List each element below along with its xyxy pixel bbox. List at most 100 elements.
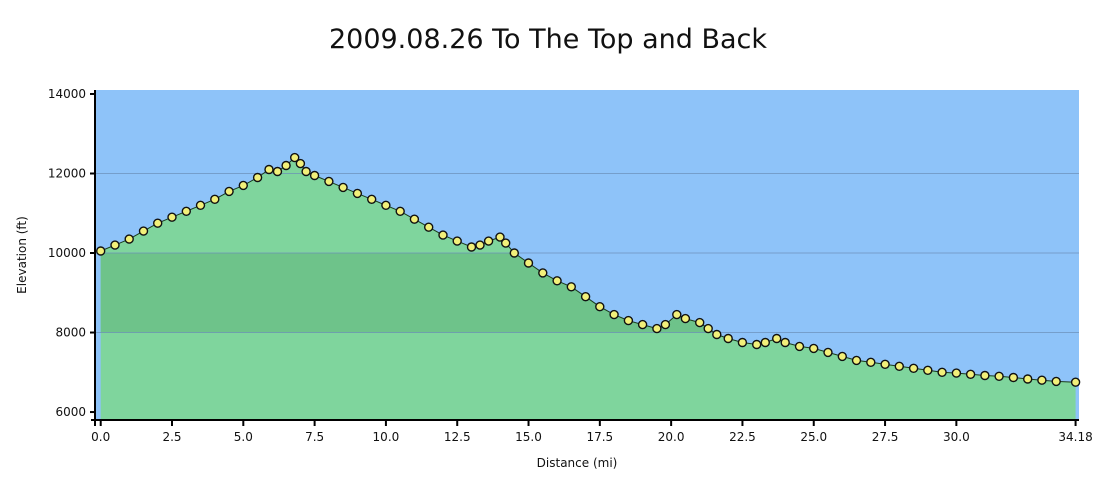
data-point xyxy=(381,200,391,211)
data-point xyxy=(695,317,705,328)
y-axis-label: Elevation (ft) xyxy=(15,216,29,294)
x-tick-label: 34.18 xyxy=(1058,430,1092,444)
data-point xyxy=(409,214,420,224)
data-point xyxy=(980,370,990,381)
data-point xyxy=(866,357,876,367)
data-point xyxy=(367,194,377,205)
data-point xyxy=(723,333,733,344)
data-point xyxy=(580,292,591,302)
x-tick-label: 30.0 xyxy=(943,430,970,444)
data-point xyxy=(281,160,291,171)
x-tick-label: 15.0 xyxy=(515,430,542,444)
x-axis-label: Distance (mi) xyxy=(537,456,618,470)
data-point xyxy=(851,355,862,366)
data-point xyxy=(152,218,163,228)
data-point xyxy=(252,172,263,183)
data-point xyxy=(780,337,790,348)
y-tick-label: 6000 xyxy=(55,405,86,419)
x-tick-label: 0.0 xyxy=(91,430,110,444)
data-point xyxy=(523,258,534,268)
data-point xyxy=(652,323,662,334)
data-point xyxy=(395,206,405,217)
data-point xyxy=(238,180,249,191)
data-point xyxy=(772,333,782,344)
x-tick-label: 27.5 xyxy=(872,430,899,444)
data-point xyxy=(1022,374,1033,384)
data-point xyxy=(483,236,494,246)
data-point xyxy=(1070,377,1081,387)
data-point xyxy=(1051,376,1061,387)
x-tick-label: 5.0 xyxy=(234,430,253,444)
data-point xyxy=(138,226,149,236)
data-point xyxy=(272,166,283,177)
data-point xyxy=(637,319,648,330)
data-point xyxy=(965,369,976,379)
data-point xyxy=(466,242,477,252)
data-point xyxy=(623,315,634,326)
data-point xyxy=(660,319,671,330)
data-point xyxy=(424,222,434,232)
data-point xyxy=(880,359,890,369)
data-point xyxy=(737,337,748,348)
data-point xyxy=(908,363,919,373)
y-tick-label: 8000 xyxy=(55,326,86,340)
data-point xyxy=(438,230,448,240)
data-point xyxy=(301,166,311,177)
data-point xyxy=(703,323,713,334)
x-tick-label: 7.5 xyxy=(305,430,324,444)
data-point xyxy=(823,347,833,358)
data-point xyxy=(752,339,762,350)
data-point xyxy=(195,200,206,211)
chart-title: 2009.08.26 To The Top and Back xyxy=(328,24,768,55)
data-point xyxy=(338,182,348,193)
data-point xyxy=(595,302,605,312)
data-point xyxy=(452,236,462,246)
data-point xyxy=(110,240,120,250)
data-point xyxy=(566,282,576,292)
data-point xyxy=(538,268,548,278)
data-point xyxy=(352,188,363,199)
data-point xyxy=(501,238,511,248)
x-tick-label: 12.5 xyxy=(444,430,471,444)
x-tick-label: 20.0 xyxy=(658,430,685,444)
data-point xyxy=(712,329,722,340)
marker-group xyxy=(95,152,1081,387)
x-tick-label: 22.5 xyxy=(729,430,756,444)
y-tick-label: 12000 xyxy=(48,166,86,180)
data-point xyxy=(809,343,819,354)
x-tick-label: 17.5 xyxy=(586,430,613,444)
data-point xyxy=(181,206,192,217)
data-point xyxy=(509,248,519,258)
data-point xyxy=(309,170,320,181)
data-point xyxy=(324,176,334,187)
data-point xyxy=(1037,375,1047,385)
y-tick-label: 10000 xyxy=(48,246,86,260)
data-point xyxy=(210,194,220,205)
data-point xyxy=(951,368,962,378)
data-point xyxy=(224,186,234,197)
data-point xyxy=(609,309,619,320)
data-point xyxy=(295,158,306,169)
x-tick-label: 2.5 xyxy=(162,430,181,444)
data-point xyxy=(794,341,805,352)
data-point xyxy=(264,164,274,175)
data-point xyxy=(672,309,682,320)
data-point xyxy=(760,337,770,348)
data-point xyxy=(95,246,106,256)
data-point xyxy=(290,152,300,163)
data-point xyxy=(923,365,933,375)
x-tick-label: 25.0 xyxy=(800,430,827,444)
data-point xyxy=(894,361,904,371)
x-tick-label: 10.0 xyxy=(373,430,400,444)
data-point xyxy=(167,212,177,222)
data-point xyxy=(837,351,847,362)
data-point xyxy=(552,276,562,286)
data-point xyxy=(994,371,1004,381)
data-point xyxy=(475,240,485,250)
data-point xyxy=(680,313,691,324)
data-point xyxy=(937,367,947,377)
data-point xyxy=(124,234,134,244)
y-tick-label: 14000 xyxy=(48,87,86,101)
data-point xyxy=(495,232,505,242)
